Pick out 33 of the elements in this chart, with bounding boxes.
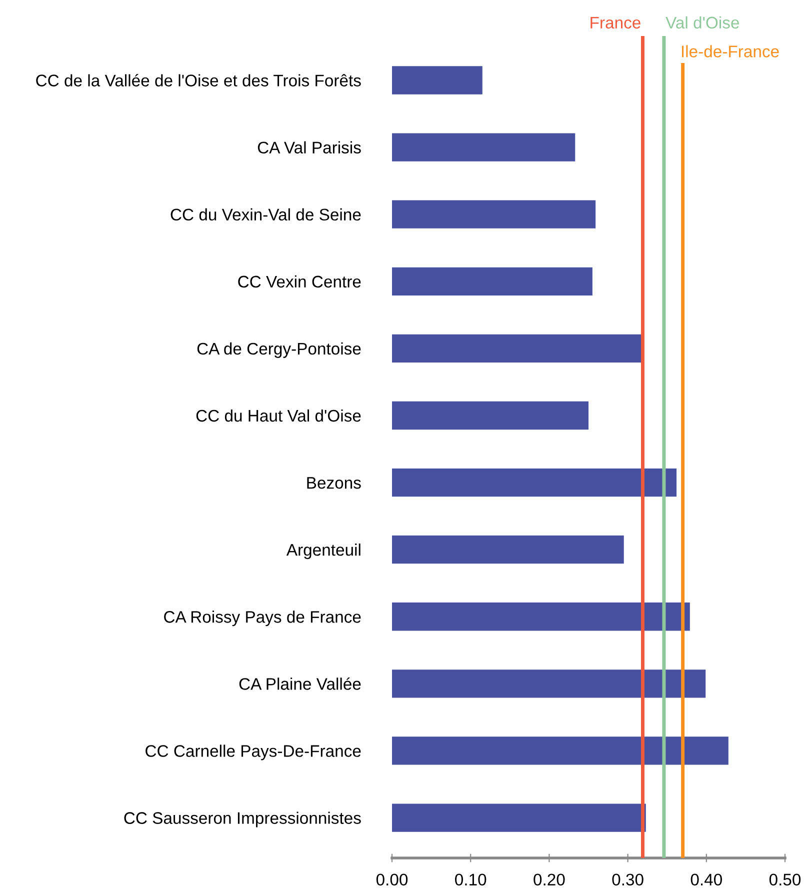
x-tick-label: 0.50 bbox=[769, 874, 801, 886]
x-tick-label: 0.20 bbox=[534, 874, 565, 886]
bar bbox=[392, 66, 482, 94]
bar bbox=[392, 670, 706, 698]
y-tick-label: CA Plaine Vallée bbox=[239, 677, 361, 690]
bar bbox=[392, 267, 592, 296]
ref-line-label: Ile-de-France bbox=[682, 45, 779, 58]
y-tick-label: CA de Cergy-Pontoise bbox=[197, 342, 361, 358]
ref-line-label: France bbox=[590, 16, 640, 29]
y-tick-label: CC du Haut Val d'Oise bbox=[196, 409, 361, 422]
bar bbox=[392, 468, 677, 497]
y-tick-label: CA Val Parisis bbox=[258, 141, 361, 154]
bar bbox=[392, 804, 646, 832]
bar bbox=[392, 133, 576, 162]
y-tick-label: CC Carnelle Pays-De-France bbox=[146, 744, 361, 760]
x-tick-label: 0.10 bbox=[455, 874, 486, 886]
bar bbox=[392, 602, 690, 631]
bar bbox=[392, 200, 596, 228]
y-tick-label: Argenteuil bbox=[286, 544, 360, 560]
bar bbox=[392, 401, 588, 430]
y-tick-label: Bezons bbox=[307, 477, 361, 489]
y-tick-label: CC du Vexin-Val de Seine bbox=[170, 208, 361, 221]
x-tick-label: 0.30 bbox=[612, 874, 644, 886]
y-tick-label: CC Vexin Centre bbox=[238, 275, 361, 288]
y-tick-label: CC de la Vallée de l'Oise et des Trois Forêts bbox=[36, 74, 361, 86]
ref-line-label: Val d'Oise bbox=[666, 16, 739, 29]
x-tick-label: 0.40 bbox=[690, 874, 722, 886]
y-tick-label: CC Sausseron Impressionnistes bbox=[124, 812, 361, 828]
bar bbox=[392, 736, 728, 765]
x-tick-label: 0.00 bbox=[376, 874, 408, 886]
y-tick-label: CA Roissy Pays de France bbox=[164, 610, 361, 626]
bar bbox=[392, 536, 624, 564]
bar bbox=[392, 334, 642, 363]
